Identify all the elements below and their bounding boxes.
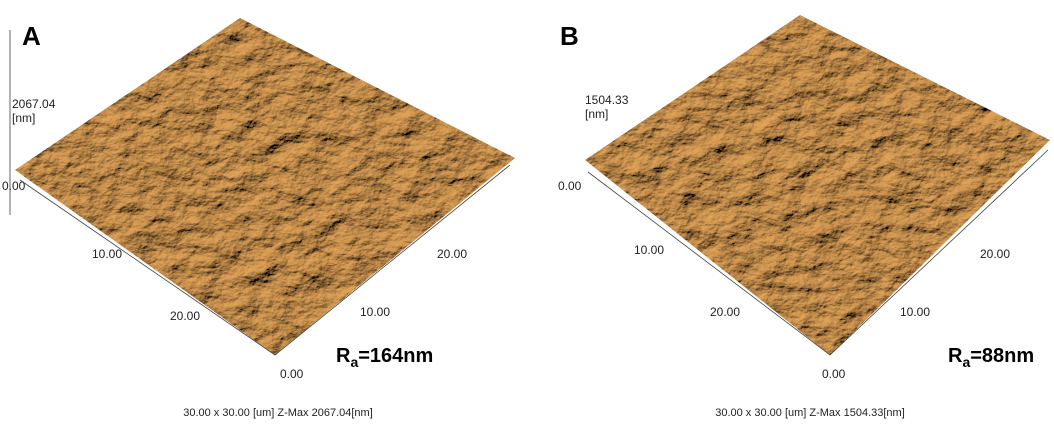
panel-label: A: [22, 21, 41, 51]
caption: 30.00 x 30.00 [um] Z-Max 1504.33[nm]: [715, 407, 905, 419]
ra-value: =88nm: [970, 345, 1034, 367]
caption: 30.00 x 30.00 [um] Z-Max 2067.04[nm]: [183, 407, 373, 419]
afm-surface: [15, 18, 515, 355]
ra-symbol: R: [336, 345, 351, 367]
panel-label: B: [560, 21, 579, 51]
tick-label: 10.00: [634, 243, 664, 257]
figure: A2067.04[nm]0.0010.0020.000.0010.0020.00…: [0, 0, 1054, 429]
z-min-label: 0.00: [2, 179, 26, 193]
tick-label: 10.00: [92, 247, 122, 261]
tick-label: 10.00: [900, 305, 930, 319]
panel-a: A 2067.04[nm] 0.00 10.00 20.00 0.00 10.00 20.00…: [2, 18, 515, 419]
z-unit-label: [nm]: [585, 107, 608, 121]
ra-subscript: a: [962, 354, 970, 370]
ra-subscript: a: [350, 354, 358, 370]
z-max-label: 2067.04: [12, 97, 56, 111]
tick-label: 20.00: [437, 247, 467, 261]
tick-label: 20.00: [980, 247, 1010, 261]
ra-value: =164nm: [358, 345, 433, 367]
ra-symbol: R: [948, 345, 963, 367]
roughness-label: Ra=88nm: [948, 345, 1034, 370]
z-min-label: 0.00: [558, 179, 582, 193]
z-max-label: 1504.33: [585, 93, 629, 107]
origin-label: 0.00: [822, 367, 846, 381]
roughness-label: Ra=164nm: [336, 345, 433, 370]
tick-label: 10.00: [360, 305, 390, 319]
afm-surface: [585, 15, 1050, 355]
tick-label: 20.00: [170, 309, 200, 323]
z-unit-label: [nm]: [12, 111, 35, 125]
tick-label: 20.00: [710, 305, 740, 319]
panel-b: B 1504.33[nm] 0.00 10.00 20.00 0.00 10.00 20.00…: [558, 15, 1050, 419]
origin-label: 0.00: [280, 367, 304, 381]
